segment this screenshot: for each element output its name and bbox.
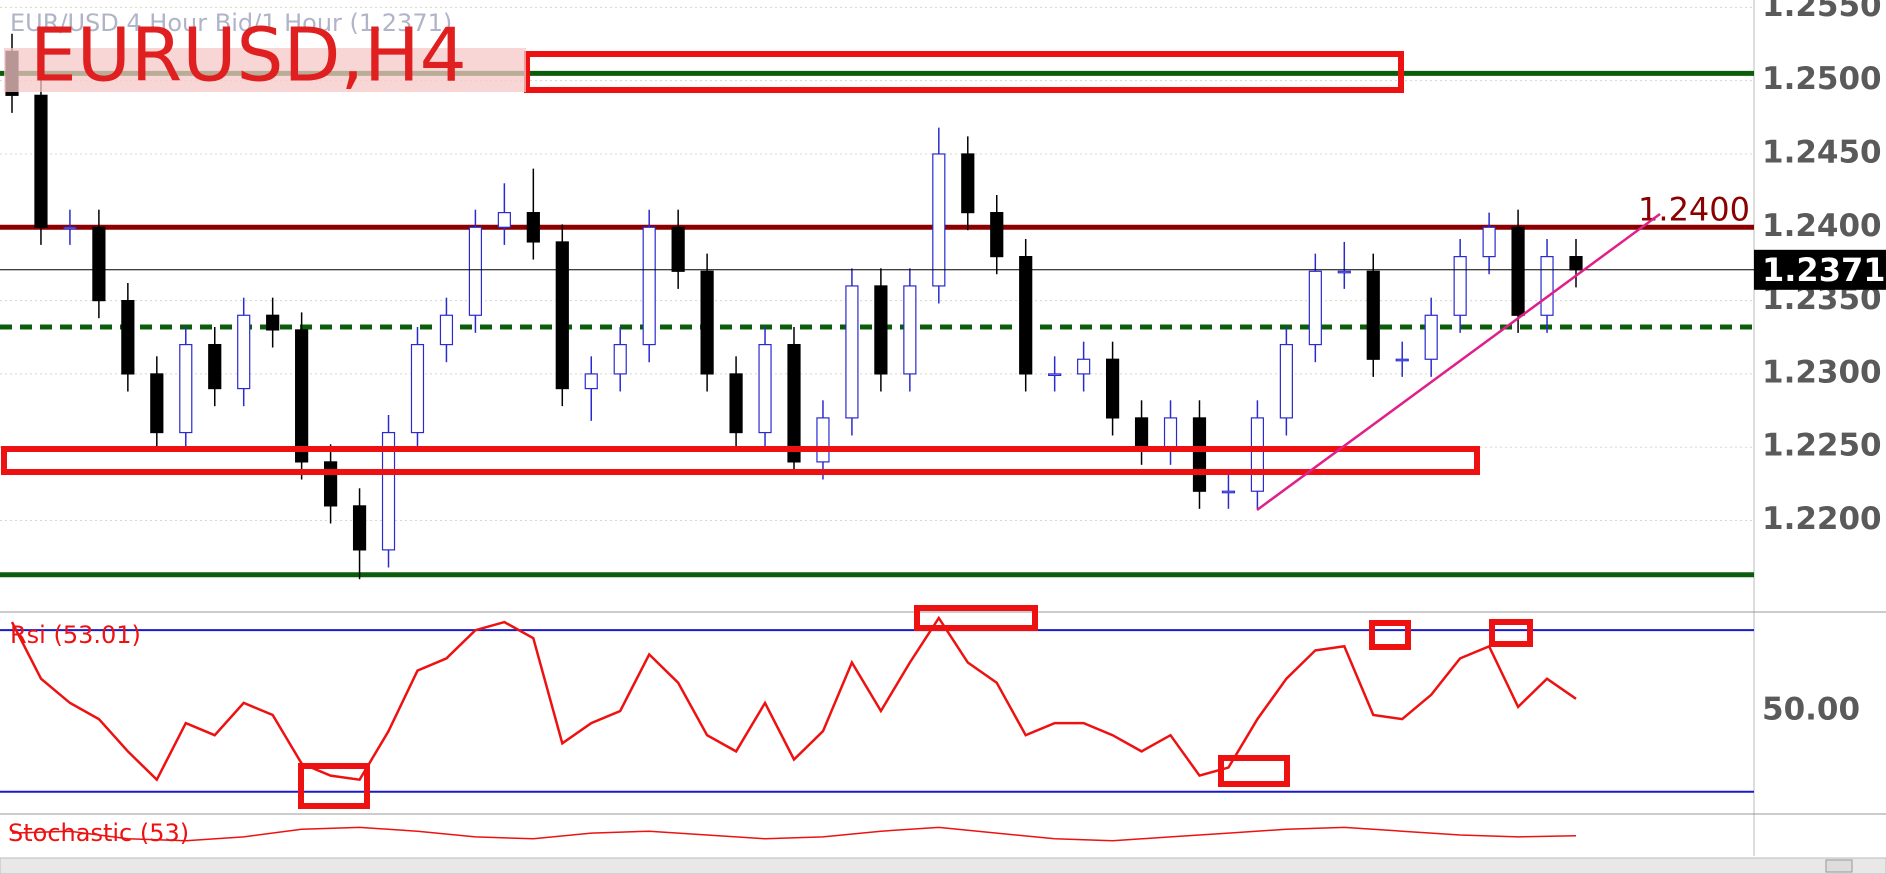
- title-highlight: [4, 48, 526, 92]
- y-tick-label: 1.2300: [1762, 354, 1882, 390]
- candle-body: [352, 505, 367, 551]
- chart-subtitle: EUR/USD 4 Hour Bid/1 Hour (1.2371): [10, 9, 452, 37]
- candle-body: [1395, 358, 1409, 362]
- candle-body: [1105, 358, 1120, 419]
- candle-body: [1221, 490, 1236, 494]
- candle-body: [323, 461, 338, 507]
- candle-body: [1540, 256, 1554, 316]
- last-price-label: 1.2371: [1762, 251, 1885, 289]
- candle-body: [1250, 417, 1265, 492]
- candle-body: [584, 373, 598, 390]
- candle-body: [671, 226, 685, 272]
- trend-line: [1256, 212, 1661, 512]
- rsi-box: [1369, 620, 1411, 650]
- candle-body: [1482, 226, 1496, 258]
- candle-body: [63, 226, 77, 230]
- candle-body: [700, 270, 714, 375]
- candle-body: [1048, 373, 1062, 377]
- candle-body: [1279, 343, 1293, 419]
- candle-body: [816, 417, 830, 463]
- indicator-line: [11, 826, 1577, 842]
- drawings: [1, 51, 1661, 809]
- candle-body: [990, 212, 1004, 258]
- candle-body: [961, 153, 975, 214]
- level-label: 1.2400: [1638, 190, 1750, 228]
- candle-body: [1077, 358, 1091, 375]
- candle-body: [497, 212, 511, 228]
- candle-body: [92, 226, 106, 302]
- candle-body: [729, 373, 743, 434]
- candle-body: [1192, 417, 1207, 492]
- candle-body: [1453, 256, 1467, 316]
- candle-body: [468, 226, 483, 316]
- rsi-box: [914, 605, 1038, 631]
- support-box: [1, 446, 1480, 475]
- candle-body: [439, 314, 454, 346]
- candle-body: [1134, 417, 1149, 448]
- indicator-line: [10, 615, 1577, 782]
- candle-body: [410, 343, 425, 434]
- rsi-title: Rsi (53.01): [10, 621, 141, 649]
- candle-body: [1163, 417, 1178, 448]
- candle-body: [179, 343, 193, 434]
- candle-body: [237, 314, 251, 390]
- y-tick-label: 1.2200: [1762, 501, 1882, 537]
- y-tick-label: 1.2500: [1762, 61, 1882, 97]
- candle-body: [903, 285, 917, 375]
- y-tick-label: 1.2400: [1762, 208, 1882, 244]
- candle-body: [932, 153, 946, 287]
- stochastic-title: Stochastic (53): [8, 819, 189, 847]
- candle-body: [555, 241, 569, 390]
- candle-body: [295, 329, 309, 463]
- candle-body: [1019, 256, 1033, 375]
- chart-title: EURUSD,H4: [30, 13, 467, 99]
- candle-body: [381, 431, 396, 551]
- candle-body: [1366, 270, 1380, 360]
- candle-body: [642, 226, 656, 346]
- candle-body: [121, 300, 135, 375]
- y-tick-label: 50.00: [1762, 691, 1860, 727]
- y-tick-label: 1.2250: [1762, 428, 1882, 464]
- candle-body: [787, 343, 801, 463]
- y-tick-label: 1.2450: [1762, 134, 1882, 170]
- rsi-box: [298, 763, 370, 809]
- candle-body: [526, 212, 540, 243]
- candle-body: [1308, 270, 1322, 346]
- candle-body: [874, 285, 888, 375]
- candle-body: [1569, 256, 1583, 271]
- candle-body: [1337, 270, 1351, 274]
- rsi-box: [1489, 619, 1533, 647]
- resistance-box: [524, 51, 1404, 93]
- y-tick-label: 1.2550: [1762, 0, 1882, 24]
- candle-body: [34, 94, 48, 228]
- candle-body: [266, 314, 280, 331]
- candle-body: [613, 343, 627, 375]
- last-price-box: [1754, 249, 1886, 290]
- candle-body: [150, 373, 164, 434]
- scroll-thumb[interactable]: [1825, 859, 1853, 873]
- candle-body: [1424, 314, 1438, 360]
- rsi-box: [1218, 755, 1290, 787]
- candle-body: [758, 343, 772, 434]
- candle-body: [845, 285, 859, 419]
- scrollbar[interactable]: [0, 857, 1886, 874]
- candle-body: [1511, 226, 1525, 316]
- candle-body: [208, 343, 222, 390]
